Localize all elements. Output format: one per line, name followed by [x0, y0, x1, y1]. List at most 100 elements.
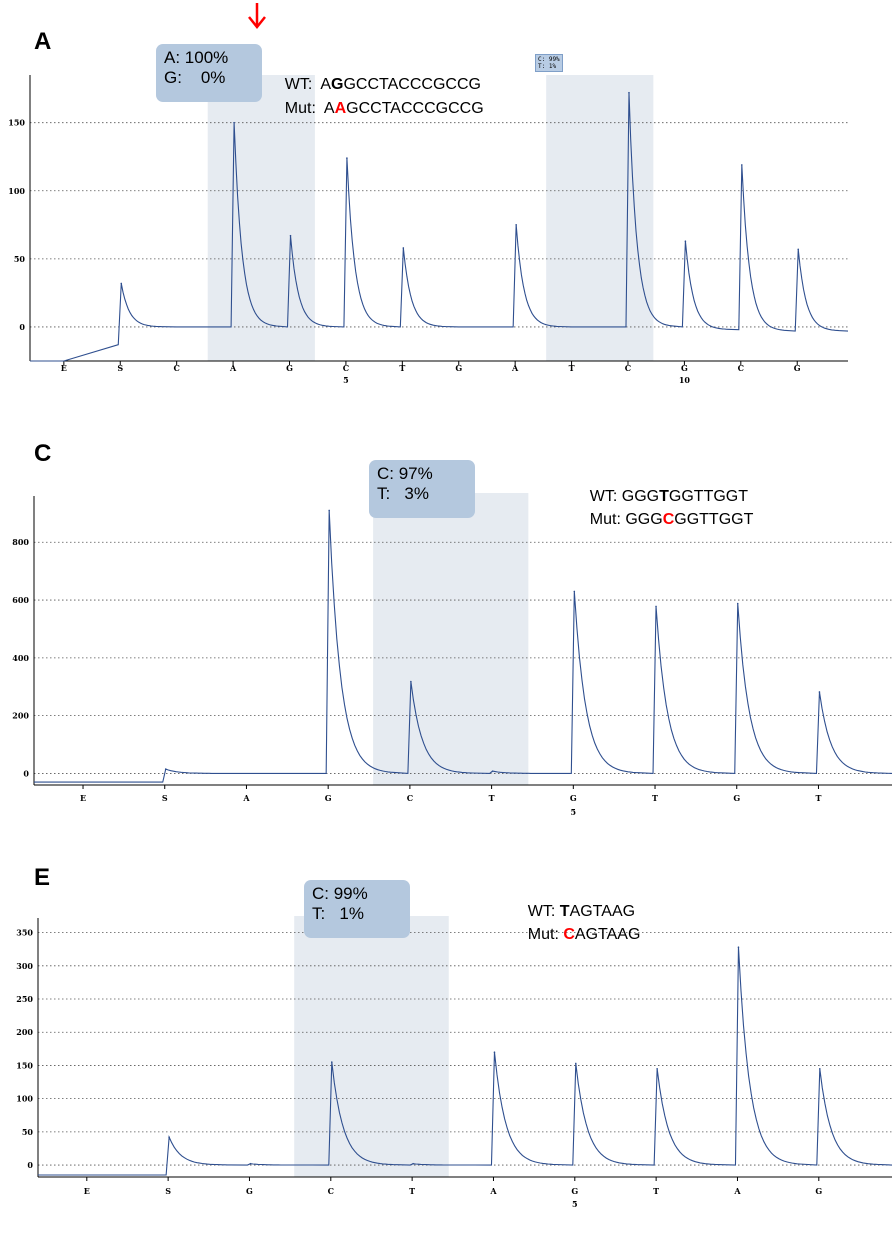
y-tick-label: 400	[12, 653, 29, 663]
y-tick-label: 200	[16, 1027, 33, 1037]
x-tick-label: E	[80, 793, 86, 803]
mut-sequence-a: Mut: AAGCCTACCCGCCG	[267, 77, 484, 140]
percent-line-1: C: 97%	[377, 464, 433, 483]
signal-trace	[30, 92, 849, 362]
percent-box-c: C: 97% T: 3%	[369, 460, 475, 518]
peak-point	[741, 164, 743, 166]
y-tick-label: 100	[8, 186, 25, 196]
small-percent-line-2: T: 1%	[538, 63, 557, 70]
mut-pre: A	[323, 100, 335, 117]
x-tick-label: T	[489, 793, 495, 803]
peak-point	[328, 509, 330, 512]
percent-line-2: T: 3%	[377, 484, 429, 503]
wt-label: WT:	[284, 76, 313, 93]
y-tick-label: 600	[12, 595, 29, 605]
wt-variant-base: T	[659, 488, 669, 505]
position-label: 5	[343, 375, 349, 385]
y-tick-label: 50	[14, 254, 26, 264]
peak-point	[491, 770, 494, 772]
peak-point	[120, 282, 123, 285]
x-tick-label: T	[653, 1186, 659, 1196]
mut-label: Mut:	[284, 100, 316, 117]
peak-point	[628, 91, 630, 94]
peak-point	[515, 224, 517, 226]
wt-sequence-e: WT: TAGTAAG	[510, 880, 635, 943]
signal-trace	[34, 510, 892, 783]
mut-label: Mut:	[527, 926, 564, 943]
mut-variant-base: C	[563, 926, 575, 943]
peak-point	[233, 121, 235, 124]
x-tick-label: G	[570, 793, 577, 803]
peak-point	[402, 247, 405, 249]
x-tick-label: T	[569, 363, 575, 373]
mut-label: Mut:	[589, 511, 626, 528]
wt-sequence-a: WT: AGGCCTACCCGCCG	[267, 53, 481, 116]
peak-point	[289, 234, 292, 237]
x-tick-label: A	[242, 793, 250, 803]
x-tick-label: S	[162, 793, 168, 803]
wt-variant-base: T	[559, 903, 570, 920]
panel-e: E 0 50 100 150 200 250 300 350 E S G C T A G T A G 5 C: 99…	[0, 850, 892, 1237]
percent-box-a: A: 100% G: 0%	[156, 44, 262, 102]
x-tick-label: G	[246, 1186, 253, 1196]
mut-variant-base: A	[334, 100, 347, 117]
x-tick-label: C	[173, 363, 179, 373]
pyrogram-e: 0 50 100 150 200 250 300 350 E S G C T A G T A G 5	[16, 916, 892, 1209]
small-percent-line-1: C: 99%	[538, 56, 560, 63]
x-tick-label: C	[738, 363, 744, 373]
wt-label: WT:	[527, 903, 560, 920]
y-tick-label: 0	[19, 322, 25, 332]
peak-point	[410, 680, 412, 683]
x-tick-label: T	[399, 363, 405, 373]
panel-a: A 0 50 100 150 E S C A G C T G A T C G C G 5 10 A: 100% G: …	[0, 0, 892, 390]
y-tick-label: 150	[16, 1060, 33, 1070]
peak-point	[656, 1067, 658, 1070]
mut-variant-base: C	[662, 511, 675, 528]
x-tick-label: E	[84, 1186, 90, 1196]
x-tick-label: G	[286, 363, 293, 373]
peak-point	[573, 590, 576, 593]
panel-letter-c: C	[34, 440, 52, 467]
x-tick-label: S	[165, 1186, 171, 1196]
peak-point	[797, 248, 800, 251]
peak-point	[819, 1067, 821, 1070]
wt-pre: A	[320, 76, 332, 93]
mut-post: GCCTACCCGCCG	[346, 100, 484, 117]
peak-point	[164, 768, 167, 770]
x-tick-label: T	[652, 793, 658, 803]
peak-point	[412, 1162, 414, 1165]
mut-sequence-e: Mut: C AGTAAG	[510, 903, 641, 966]
peak-point	[737, 946, 740, 949]
x-tick-label: G	[325, 793, 332, 803]
highlight-band	[207, 75, 315, 361]
y-tick-label: 0	[27, 1160, 33, 1170]
percent-line-1: A: 100%	[164, 48, 229, 67]
panel-letter-e: E	[34, 864, 51, 891]
y-tick-label: 350	[16, 928, 33, 938]
x-tick-label: A	[511, 363, 519, 373]
peak-point	[493, 1051, 496, 1053]
peak-point	[818, 691, 821, 693]
position-label: 10	[679, 375, 691, 385]
panel-letter-a: A	[34, 28, 52, 55]
y-tick-label: 200	[12, 711, 29, 721]
x-tick-label: C	[625, 363, 631, 373]
x-tick-label: A	[733, 1186, 741, 1196]
position-label: 5	[572, 1199, 578, 1209]
peak-point	[575, 1062, 577, 1065]
y-tick-label: 250	[16, 994, 33, 1004]
y-tick-label: 300	[16, 961, 33, 971]
wt-post: AGTAAG	[569, 903, 636, 920]
x-tick-label: G	[794, 363, 801, 373]
percent-box-e: C: 99% T: 1%	[304, 880, 410, 938]
x-tick-label: C	[343, 363, 349, 373]
mut-post: GGTTGGT	[674, 511, 754, 528]
peak-point	[736, 602, 739, 605]
peak-point	[249, 1162, 252, 1165]
y-tick-label: 50	[22, 1127, 34, 1137]
pyrogram-c: 0 200 400 600 800 E S A G C T G T G T 5	[12, 493, 892, 817]
mut-sequence-c: Mut: GGGCGGTTGGT	[572, 488, 754, 551]
wt-pre: GGG	[621, 488, 660, 505]
peak-point	[168, 1136, 170, 1138]
